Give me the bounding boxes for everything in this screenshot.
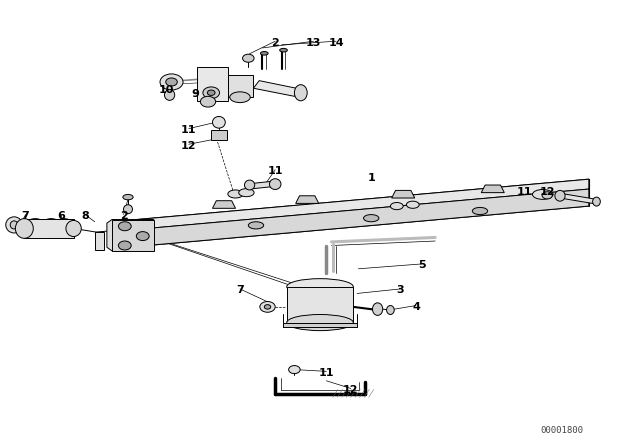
Text: 2: 2	[120, 211, 127, 221]
Text: 00001800: 00001800	[540, 426, 584, 435]
Polygon shape	[296, 196, 319, 203]
Polygon shape	[481, 185, 504, 193]
Ellipse shape	[15, 219, 33, 238]
Bar	[112, 220, 154, 251]
Text: 12: 12	[540, 187, 555, 197]
Ellipse shape	[6, 217, 22, 233]
Ellipse shape	[269, 179, 281, 190]
Polygon shape	[212, 201, 236, 208]
Ellipse shape	[160, 74, 183, 90]
Ellipse shape	[166, 78, 177, 86]
Ellipse shape	[243, 54, 254, 62]
Polygon shape	[392, 190, 415, 198]
Polygon shape	[112, 189, 589, 249]
Ellipse shape	[294, 85, 307, 101]
Ellipse shape	[164, 90, 175, 100]
Polygon shape	[560, 194, 596, 204]
Ellipse shape	[212, 116, 225, 128]
Ellipse shape	[10, 221, 18, 229]
Text: 10: 10	[159, 85, 174, 95]
Ellipse shape	[239, 189, 254, 197]
Bar	[95, 232, 104, 250]
Polygon shape	[24, 219, 74, 238]
Polygon shape	[287, 287, 353, 323]
Text: 8: 8	[81, 211, 89, 221]
Ellipse shape	[203, 87, 220, 99]
Text: 11: 11	[268, 166, 283, 176]
Text: 6: 6	[57, 211, 65, 221]
Ellipse shape	[248, 222, 264, 229]
Ellipse shape	[593, 197, 600, 206]
Ellipse shape	[123, 194, 133, 200]
Ellipse shape	[364, 215, 379, 222]
Polygon shape	[112, 179, 589, 232]
Ellipse shape	[532, 190, 553, 199]
Ellipse shape	[555, 190, 565, 201]
Ellipse shape	[287, 279, 353, 295]
Ellipse shape	[24, 219, 47, 238]
Ellipse shape	[472, 207, 488, 215]
Text: 3: 3	[396, 285, 404, 295]
Text: 9: 9	[191, 89, 199, 99]
Bar	[228, 75, 253, 97]
Text: 7: 7	[236, 285, 244, 295]
Text: 11: 11	[517, 187, 532, 197]
Polygon shape	[107, 220, 154, 251]
Polygon shape	[250, 181, 275, 189]
Ellipse shape	[66, 220, 81, 237]
Ellipse shape	[264, 305, 271, 309]
Text: 12: 12	[343, 385, 358, 395]
Ellipse shape	[228, 190, 243, 198]
Text: 2: 2	[271, 38, 279, 47]
Text: 4: 4	[412, 302, 420, 312]
Ellipse shape	[244, 180, 255, 190]
Ellipse shape	[118, 222, 131, 231]
Ellipse shape	[118, 241, 131, 250]
Bar	[211, 130, 227, 140]
Text: 14: 14	[328, 38, 344, 47]
Text: 13: 13	[306, 38, 321, 47]
Ellipse shape	[406, 201, 419, 208]
Ellipse shape	[260, 52, 268, 55]
Ellipse shape	[230, 92, 250, 103]
Ellipse shape	[372, 303, 383, 315]
Text: 11: 11	[319, 368, 334, 378]
Ellipse shape	[289, 366, 300, 374]
Polygon shape	[253, 81, 301, 96]
Ellipse shape	[136, 232, 149, 241]
Text: 12: 12	[181, 141, 196, 151]
Bar	[197, 67, 228, 101]
Text: 11: 11	[181, 125, 196, 135]
Ellipse shape	[260, 302, 275, 312]
Ellipse shape	[40, 219, 63, 238]
Ellipse shape	[124, 205, 132, 214]
Polygon shape	[283, 323, 357, 327]
Text: 5: 5	[419, 260, 426, 270]
Ellipse shape	[52, 219, 76, 238]
Ellipse shape	[280, 48, 287, 52]
Ellipse shape	[200, 96, 216, 107]
Ellipse shape	[542, 192, 552, 199]
Ellipse shape	[390, 202, 403, 210]
Text: 1: 1	[367, 173, 375, 183]
Text: 7: 7	[22, 211, 29, 221]
Ellipse shape	[207, 90, 215, 95]
Ellipse shape	[287, 314, 353, 331]
Ellipse shape	[387, 306, 394, 314]
